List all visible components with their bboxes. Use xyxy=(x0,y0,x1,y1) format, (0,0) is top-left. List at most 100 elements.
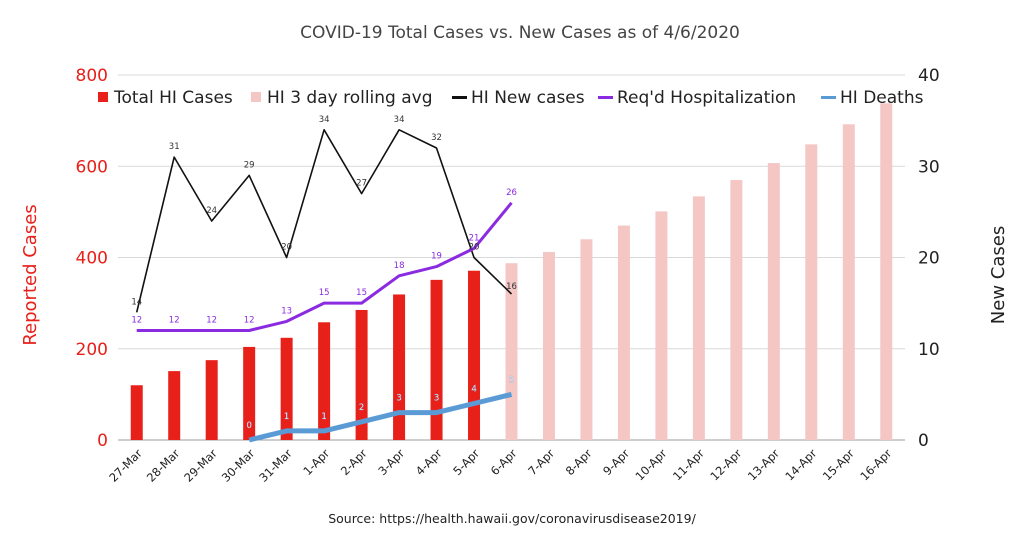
legend-swatch xyxy=(821,96,836,99)
x-tick-label: 3-Apr xyxy=(375,446,407,478)
data-label: 24 xyxy=(206,206,217,216)
bar xyxy=(393,294,406,440)
y-left-tick-label: 600 xyxy=(76,157,108,177)
bar xyxy=(318,322,331,440)
data-label: 15 xyxy=(356,288,367,298)
bar xyxy=(880,103,893,440)
bar xyxy=(580,239,593,440)
data-label: 19 xyxy=(431,252,442,262)
bar xyxy=(617,225,630,440)
y-right-tick-label: 10 xyxy=(918,340,940,360)
bar xyxy=(280,337,293,440)
y-axis-right-label: New Cases xyxy=(988,226,1009,324)
data-label: 3 xyxy=(396,394,401,404)
legend-label: HI 3 day rolling avg xyxy=(267,88,433,108)
bar xyxy=(542,252,555,440)
series-lines xyxy=(135,129,513,443)
y-left-tick-label: 200 xyxy=(76,340,108,360)
bar xyxy=(355,309,368,440)
data-label: 13 xyxy=(281,306,292,316)
bar xyxy=(842,124,855,441)
chart-title: COVID-19 Total Cases vs. New Cases as of… xyxy=(300,23,740,43)
bar xyxy=(655,211,668,440)
data-label: 15 xyxy=(319,288,330,298)
bar xyxy=(243,346,256,440)
y-left-tick-label: 400 xyxy=(76,249,108,269)
data-label: 3 xyxy=(434,394,439,404)
data-label: 31 xyxy=(169,142,180,152)
x-tick-label: 11-Apr xyxy=(670,446,707,483)
bar xyxy=(130,385,143,440)
legend: Total HI Cases HI 3 day rolling avg HI New… xyxy=(98,88,924,108)
legend-swatch xyxy=(251,92,261,102)
data-label: 26 xyxy=(506,188,517,198)
x-tick-label: 12-Apr xyxy=(707,446,744,483)
x-tick-label: 7-Apr xyxy=(525,446,557,478)
x-tick-label: 31-Mar xyxy=(256,446,295,485)
x-tick-label: 27-Mar xyxy=(106,446,145,485)
legend-swatch xyxy=(98,92,108,102)
y-axis-left-label: Reported Cases xyxy=(20,204,41,345)
x-tick-label: 15-Apr xyxy=(820,446,857,483)
bars xyxy=(130,103,893,441)
data-label: 2 xyxy=(359,403,364,413)
data-label: 16 xyxy=(506,282,517,292)
y-left-tick-label: 0 xyxy=(97,431,108,451)
x-tick-label: 28-Mar xyxy=(144,446,183,485)
data-label: 12 xyxy=(131,316,142,326)
data-label: 1 xyxy=(321,412,326,422)
x-tick-label: 10-Apr xyxy=(632,446,669,483)
data-label: 12 xyxy=(169,316,180,326)
x-tick-label: 5-Apr xyxy=(450,446,482,478)
bar xyxy=(692,196,705,440)
legend-label: HI Deaths xyxy=(840,88,924,108)
x-tick-label: 13-Apr xyxy=(745,446,782,483)
x-tick-label: 14-Apr xyxy=(782,446,819,483)
source-note: Source: https://health.hawaii.gov/corona… xyxy=(328,511,696,526)
data-label: 34 xyxy=(394,115,405,125)
legend-label: Req'd Hospitalization xyxy=(617,88,796,108)
x-tick-label: 8-Apr xyxy=(563,446,595,478)
x-tick-label: 9-Apr xyxy=(600,446,632,478)
data-label: 27 xyxy=(356,179,367,189)
data-label: 14 xyxy=(131,297,142,307)
x-tick-label: 4-Apr xyxy=(413,446,445,478)
data-label: 12 xyxy=(244,316,255,326)
data-label: 29 xyxy=(244,160,255,170)
bar xyxy=(730,179,743,440)
legend-label: HI New cases xyxy=(471,88,585,108)
x-tick-label: 1-Apr xyxy=(300,446,332,478)
legend-swatch xyxy=(452,96,467,99)
x-tick-label: 2-Apr xyxy=(338,446,370,478)
y-right-tick-label: 20 xyxy=(918,249,940,269)
series-line xyxy=(136,201,513,332)
y-left-tick-label: 800 xyxy=(76,66,108,86)
data-label: 20 xyxy=(281,243,292,253)
data-label: 4 xyxy=(471,385,476,395)
data-label: 5 xyxy=(509,375,514,385)
bar xyxy=(205,360,218,440)
y-right-tick-label: 30 xyxy=(918,157,940,177)
data-label: 18 xyxy=(394,261,405,271)
y-right-tick-label: 40 xyxy=(918,66,940,86)
data-label: 0 xyxy=(246,421,251,431)
x-tick-label: 29-Mar xyxy=(181,446,220,485)
bar xyxy=(468,270,481,440)
data-label: 1 xyxy=(284,412,289,422)
series-line xyxy=(248,391,513,443)
legend-swatch xyxy=(598,96,613,99)
bar xyxy=(430,279,443,440)
x-tick-label: 6-Apr xyxy=(488,446,520,478)
data-label: 32 xyxy=(431,133,442,143)
y-right-tick-label: 0 xyxy=(918,431,929,451)
bar xyxy=(805,144,818,440)
x-tick-label: 30-Mar xyxy=(219,446,258,485)
data-label: 20 xyxy=(469,243,480,253)
data-label: 34 xyxy=(319,115,330,125)
data-label: 21 xyxy=(469,233,480,243)
bar xyxy=(168,371,181,440)
series-line xyxy=(135,129,513,313)
